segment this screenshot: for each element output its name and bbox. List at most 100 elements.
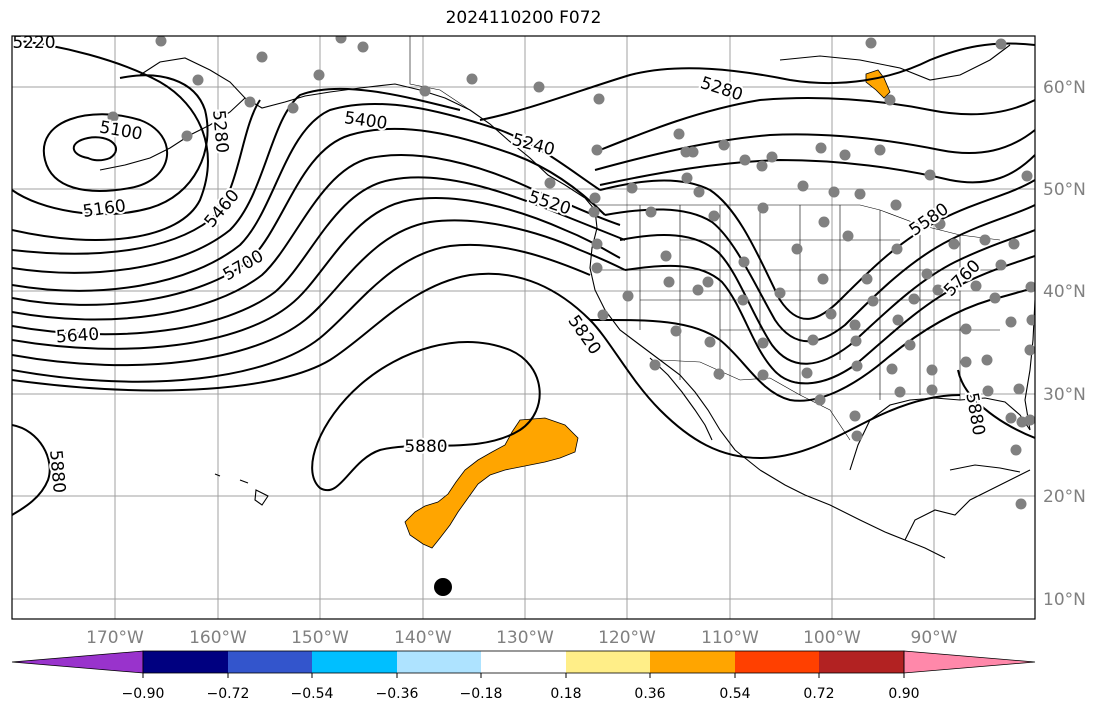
colorbar-segment [735,651,819,673]
station-dot [908,293,920,305]
baja-california [649,357,713,441]
station-dot [713,368,725,380]
longitude-label: 100°W [803,628,861,648]
contour-5460 [12,127,606,306]
longitude-label: 140°W [394,628,452,648]
cuba [949,464,1021,473]
station-dot [673,128,685,140]
contour-label: 5520 [526,187,573,219]
colorbar-tick-label: 0.36 [634,686,665,702]
station-dot [850,335,862,347]
colorbar-tick-label: −0.72 [207,686,250,702]
station-dot [982,385,994,397]
colorbar-frame [142,650,905,674]
colorbar-segment [228,651,312,673]
station-dot [335,36,347,44]
station-dot [981,354,993,366]
map-gridlines [12,36,1035,619]
contour-5640 [12,197,621,350]
north-ridge-3 [599,154,1035,186]
station-dot [791,243,803,255]
colorbar-segment [143,651,228,673]
contour-label: 5580 [906,199,953,240]
contour-label: 5760 [940,256,985,301]
alaska-canada-border [409,36,471,111]
contour-5580-west [12,176,626,336]
storm-marker [434,578,452,596]
station-dot [1024,344,1035,356]
trough-east-1 [599,179,1035,320]
yucatan [904,469,1031,541]
station-dot [693,186,705,198]
station-dot [766,151,778,163]
colorbar-segment [481,651,566,673]
north-ridge-2 [594,129,1035,171]
station-dot [1024,414,1035,426]
latitude-label: 20°N [1043,487,1086,507]
colorbar [11,650,1036,678]
station-dot [894,386,906,398]
station-dot [774,287,786,299]
station-dot [890,199,902,211]
station-dot [757,337,769,349]
station-dot [155,36,167,47]
station-dot [815,142,827,154]
station-dot [708,210,720,222]
station-dot [995,259,1007,271]
station-dot [851,360,863,372]
contour-label: 5220 [12,33,55,53]
station-dot [591,238,603,250]
station-dot [756,160,768,172]
station-dot [924,169,936,181]
latitude-label: 30°N [1043,385,1086,405]
station-dot [107,111,119,123]
colorbar-tick-label: 0.18 [550,686,581,702]
station-dot [892,314,904,326]
colorbar-tick-labels: −0.90 −0.72 −0.54 −0.36 −0.18 0.18 0.36 … [122,686,920,702]
station-dot [737,294,749,306]
mexico-coast [759,469,946,559]
latitude-axis-labels: 60°N 50°N 40°N 30°N 20°N 10°N [1043,78,1086,610]
anomaly-fill-hudson [865,69,891,99]
longitude-label: 120°W [598,628,656,648]
canada-us-border [595,204,1001,241]
anomaly-fill-pacific [404,417,579,549]
station-dot [702,276,714,288]
station-dot [670,325,682,337]
station-dot [692,284,704,296]
station-dot [357,41,369,53]
colorbar-segment [312,651,397,673]
colorbar-tick-label: 0.54 [719,686,750,702]
station-dot [849,410,861,422]
station-dot [660,250,672,262]
station-dot [995,38,1007,50]
north-ridge-1 [599,97,1035,151]
colorbar-tick-label: 0.90 [888,686,919,702]
longitude-label: 90°W [911,628,958,648]
station-dot [904,339,916,351]
trough-east-3 [619,229,1035,365]
colorbar-tick-label: −0.36 [376,686,419,702]
station-dot [817,273,829,285]
station-dot [313,69,325,81]
station-dot [593,93,605,105]
station-dot [533,81,545,93]
station-dot [825,308,837,320]
colorbar-segment [819,651,904,673]
station-dot [874,144,886,156]
contour-label: 5460 [201,186,244,232]
station-dot [544,177,556,189]
station-dot [934,218,946,230]
colorbar-segment [566,651,650,673]
colorbar-tick-label: −0.18 [460,686,503,702]
contour-5100-low [72,136,117,162]
contour-label: 5160 [81,196,127,222]
contour-5880-pacific [311,341,541,492]
station-dot [1015,498,1027,510]
station-dot [807,334,819,346]
station-dot [801,367,813,379]
contour-5700 [12,219,626,367]
us-mexico-border [659,359,851,441]
colorbar-tick-label: 0.72 [803,686,834,702]
